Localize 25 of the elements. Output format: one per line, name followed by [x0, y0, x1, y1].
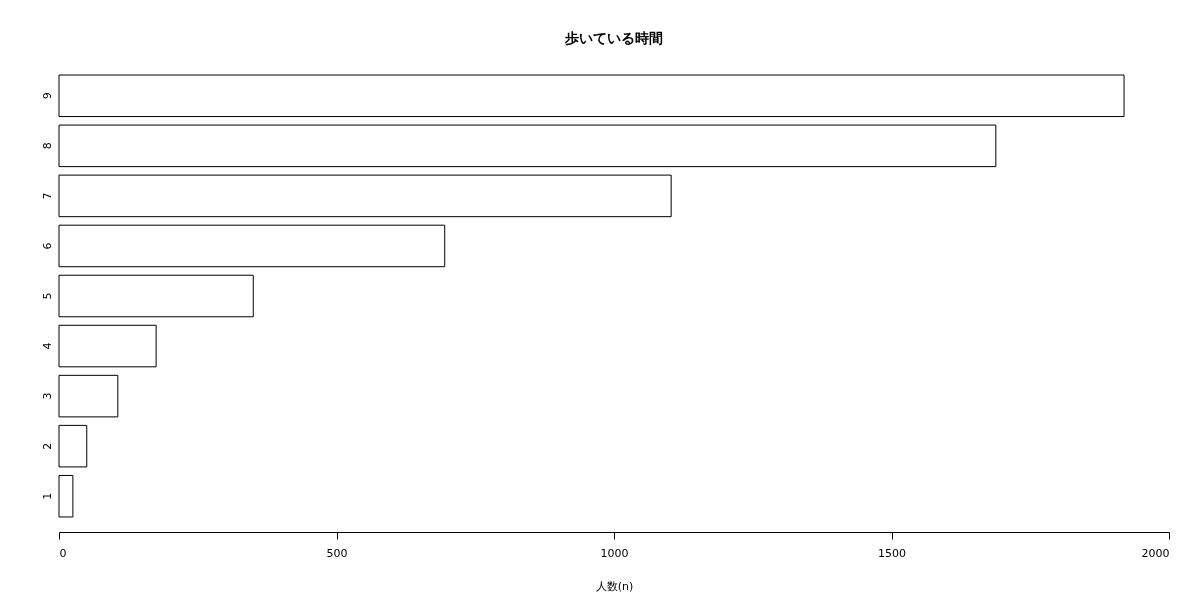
y-tick-label: 2: [40, 442, 54, 450]
x-tick-label: 2000: [1141, 546, 1170, 560]
x-tick-label: 1500: [878, 546, 906, 560]
chart-title: 歩いている時間: [564, 30, 663, 46]
bar: [58, 74, 1125, 118]
bar: [58, 374, 119, 418]
bar: [58, 124, 997, 168]
y-tick-label: 6: [40, 242, 54, 250]
y-tick-label: 9: [40, 92, 54, 100]
x-tick-label: 500: [326, 546, 348, 560]
x-tick-label: 0: [59, 546, 67, 560]
bar: [58, 274, 254, 318]
y-tick-label: 1: [40, 492, 54, 500]
bar: [58, 474, 74, 518]
x-tick-label: 1000: [600, 546, 629, 560]
y-tick-label: 8: [40, 142, 54, 150]
y-tick-label: 4: [40, 342, 54, 350]
y-tick-label: 7: [40, 192, 54, 200]
y-tick-label: 5: [40, 292, 54, 300]
x-axis-title: 人数(n): [595, 579, 634, 593]
bar: [58, 224, 446, 268]
bar: [58, 174, 672, 218]
bar: [58, 324, 157, 368]
bar: [58, 424, 88, 468]
y-tick-label: 3: [40, 392, 54, 400]
